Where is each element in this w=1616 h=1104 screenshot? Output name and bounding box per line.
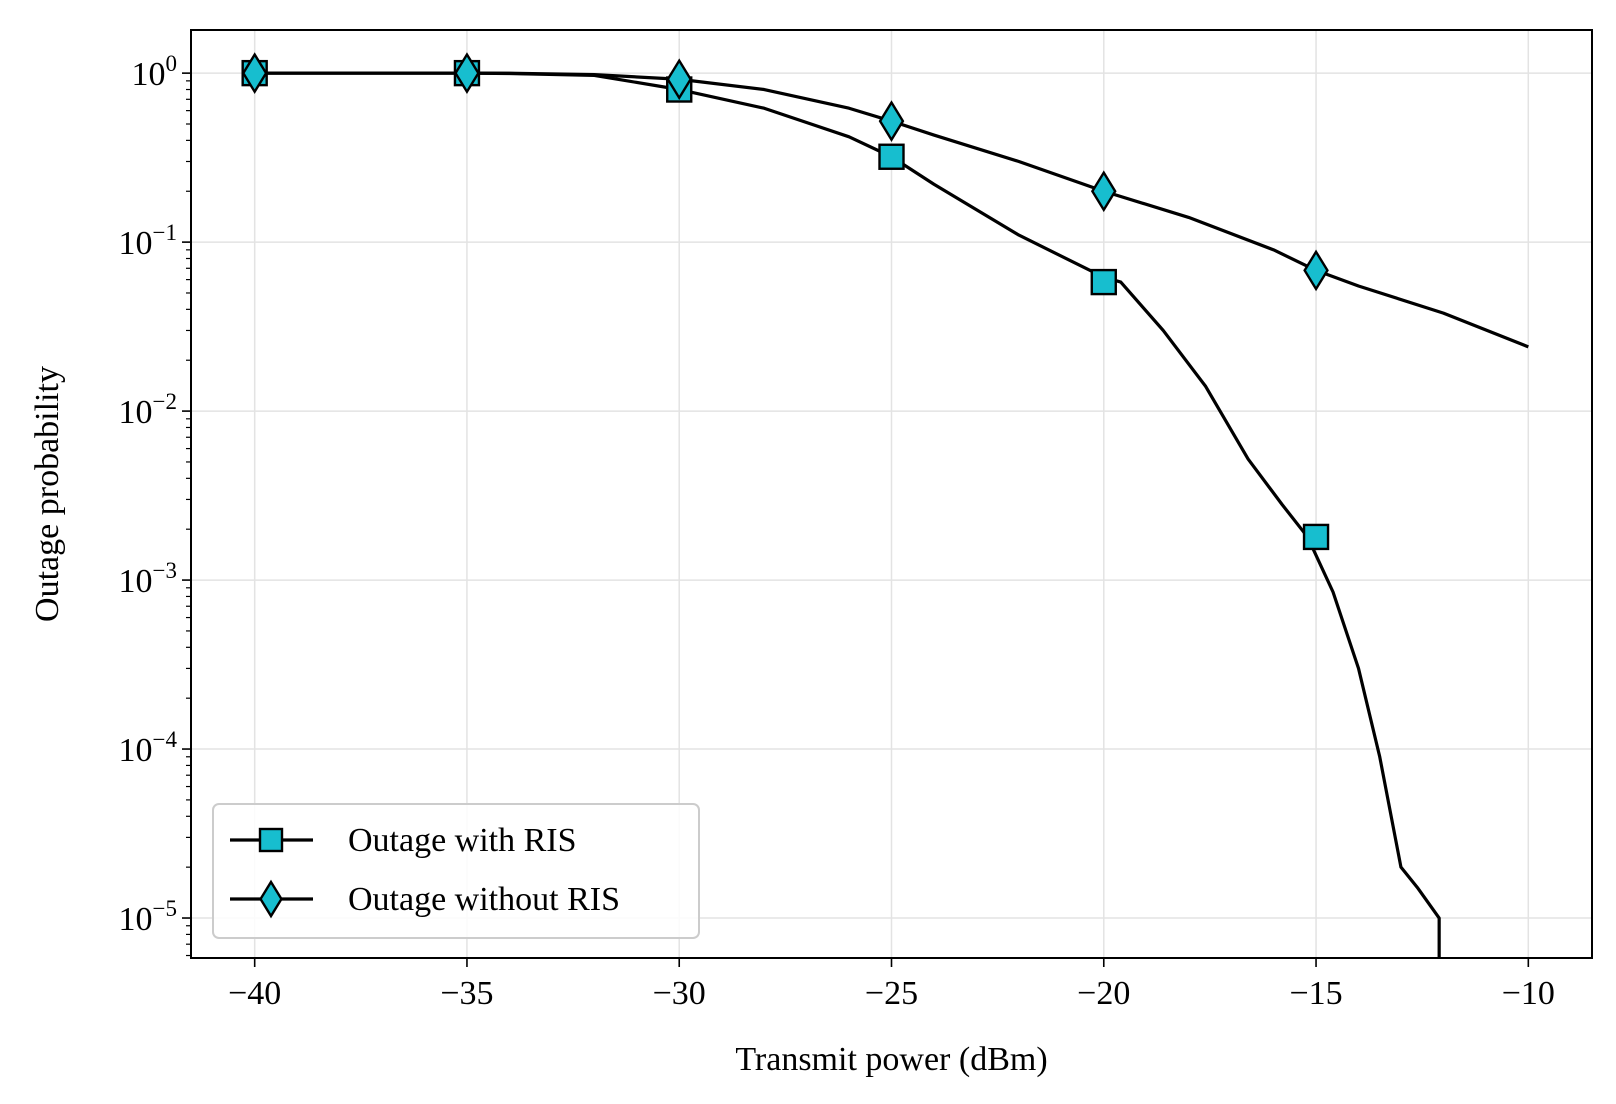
y-tick-label: 10−5	[119, 896, 177, 938]
y-tick-exponent: −5	[153, 896, 177, 921]
x-tick-label: −25	[865, 975, 918, 1012]
series-2-marker	[666, 58, 693, 101]
y-tick-label: 10−3	[119, 558, 177, 600]
legend-entries: Outage with RIS Outage without RIS	[230, 822, 620, 919]
series-2-marker	[454, 52, 480, 95]
series-1-marker	[878, 143, 905, 170]
series-1-marker	[1302, 523, 1330, 551]
series-1-marker	[1090, 268, 1117, 296]
y-tick-label: 10−2	[119, 389, 177, 431]
x-axis-label: Transmit power (dBm)	[735, 1041, 1047, 1078]
legend-box	[212, 803, 700, 939]
series-2-marker	[1090, 170, 1117, 213]
x-tick-label: −10	[1502, 975, 1555, 1012]
x-tick-label: −35	[440, 975, 493, 1012]
series-2-marker	[878, 100, 905, 143]
series-markers	[241, 52, 1330, 551]
series-2-marker	[1303, 249, 1329, 292]
y-tick-label: 10−4	[119, 727, 178, 769]
y-tick-base: 10	[119, 901, 153, 938]
x-tick-label: −40	[228, 975, 281, 1012]
x-tick-label: −30	[653, 975, 706, 1012]
y-tick-label: 100	[132, 51, 178, 93]
y-tick-exponent: −3	[153, 558, 177, 583]
series-2-marker	[241, 52, 268, 95]
legend-marker-2	[259, 879, 283, 919]
y-tick-exponent: −4	[153, 727, 178, 752]
legend: Outage with RIS Outage without RIS	[212, 803, 700, 939]
x-tick-label: −20	[1077, 975, 1130, 1012]
y-tick-exponent: −2	[153, 389, 177, 414]
y-tick-base: 10	[132, 56, 166, 93]
x-axis: −40 −35 −30 −25 −20 −15 −10	[228, 958, 1555, 1012]
y-axis-label: Outage probability	[29, 366, 66, 622]
legend-label-1: Outage with RIS	[348, 822, 577, 859]
legend-label-2: Outage without RIS	[348, 881, 620, 918]
x-tick-label: −15	[1289, 975, 1342, 1012]
y-tick-exponent: −1	[153, 220, 177, 245]
y-tick-base: 10	[119, 732, 153, 769]
y-tick-exponent: 0	[166, 51, 178, 76]
y-tick-base: 10	[119, 394, 153, 431]
y-tick-base: 10	[119, 225, 153, 262]
y-tick-label: 10−1	[119, 220, 177, 262]
y-tick-base: 10	[119, 563, 153, 600]
legend-marker-1	[258, 827, 284, 853]
